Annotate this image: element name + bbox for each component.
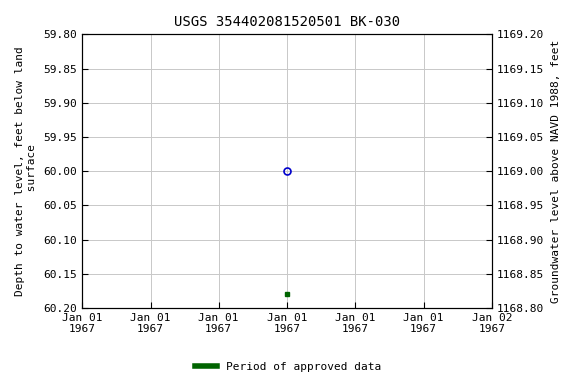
Y-axis label: Groundwater level above NAVD 1988, feet: Groundwater level above NAVD 1988, feet	[551, 40, 561, 303]
Title: USGS 354402081520501 BK-030: USGS 354402081520501 BK-030	[174, 15, 400, 29]
Y-axis label: Depth to water level, feet below land
 surface: Depth to water level, feet below land su…	[15, 46, 37, 296]
Legend: Period of approved data: Period of approved data	[191, 358, 385, 377]
